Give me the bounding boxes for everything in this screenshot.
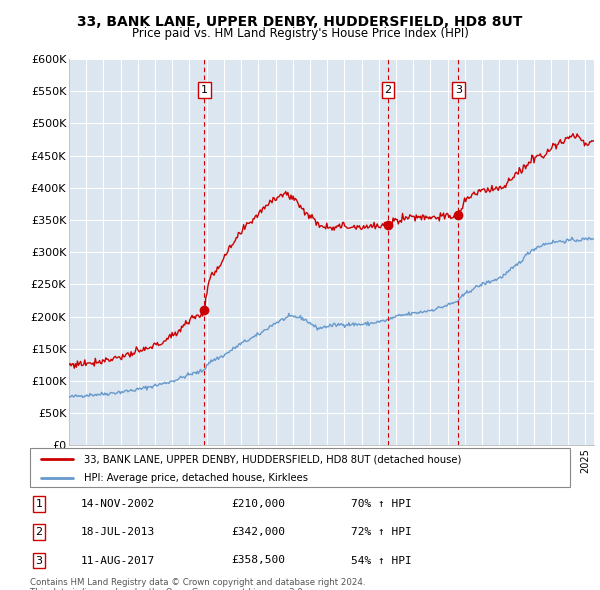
Text: 54% ↑ HPI: 54% ↑ HPI [351,556,412,565]
Text: 3: 3 [35,556,43,565]
Text: 72% ↑ HPI: 72% ↑ HPI [351,527,412,537]
Text: Price paid vs. HM Land Registry's House Price Index (HPI): Price paid vs. HM Land Registry's House … [131,27,469,40]
Text: 1: 1 [35,499,43,509]
FancyBboxPatch shape [30,448,570,487]
Text: 18-JUL-2013: 18-JUL-2013 [81,527,155,537]
Text: 70% ↑ HPI: 70% ↑ HPI [351,499,412,509]
Text: 1: 1 [201,85,208,95]
Text: 33, BANK LANE, UPPER DENBY, HUDDERSFIELD, HD8 8UT (detached house): 33, BANK LANE, UPPER DENBY, HUDDERSFIELD… [84,454,461,464]
Text: £358,500: £358,500 [231,556,285,565]
Text: 14-NOV-2002: 14-NOV-2002 [81,499,155,509]
Text: 2: 2 [385,85,392,95]
Text: 33, BANK LANE, UPPER DENBY, HUDDERSFIELD, HD8 8UT: 33, BANK LANE, UPPER DENBY, HUDDERSFIELD… [77,15,523,29]
Text: £210,000: £210,000 [231,499,285,509]
Text: 2: 2 [35,527,43,537]
Text: 11-AUG-2017: 11-AUG-2017 [81,556,155,565]
Text: 3: 3 [455,85,462,95]
Text: £342,000: £342,000 [231,527,285,537]
Text: HPI: Average price, detached house, Kirklees: HPI: Average price, detached house, Kirk… [84,473,308,483]
Text: Contains HM Land Registry data © Crown copyright and database right 2024.
This d: Contains HM Land Registry data © Crown c… [30,578,365,590]
